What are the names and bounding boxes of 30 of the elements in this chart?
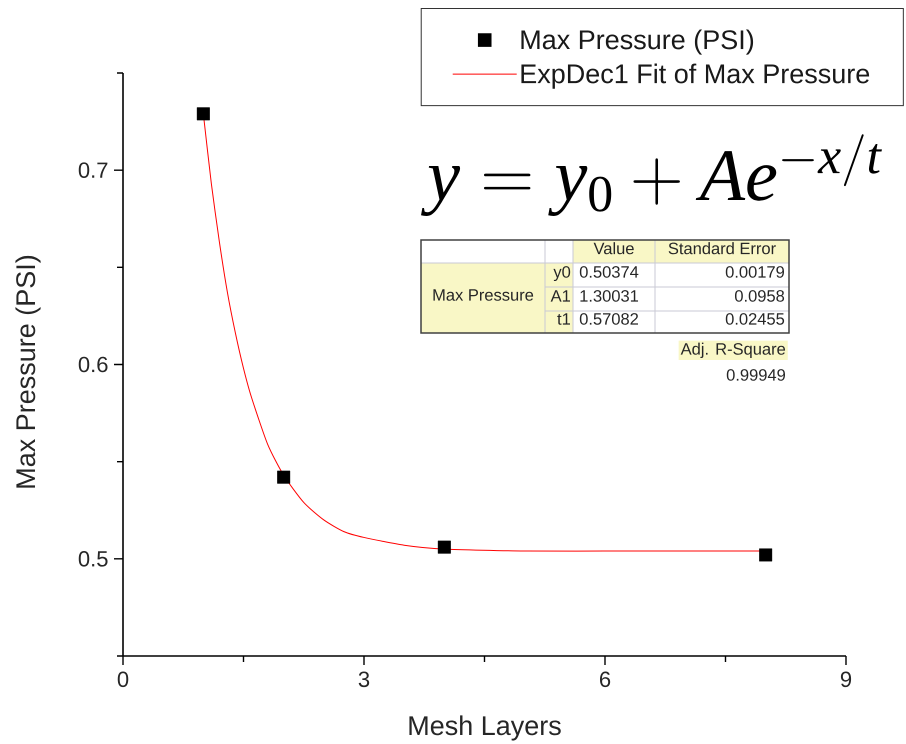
annotation: 0.50374 — [580, 266, 638, 278]
legend-label: Max Pressure (PSI) — [521, 29, 754, 55]
x-tick-label: 0 — [118, 672, 128, 688]
y-tick-label: 0.6 — [78, 356, 108, 372]
x-tick-label: 9 — [840, 672, 852, 688]
point — [277, 470, 290, 484]
x-tick-label: 3 — [358, 672, 370, 688]
annotation: 0.57082 — [580, 313, 638, 325]
y-tick-label: 0.7 — [78, 162, 108, 178]
annotation: A1 — [550, 290, 570, 302]
point — [759, 548, 772, 562]
annotation: 0.0958 — [734, 290, 784, 302]
annotation: y0 — [553, 266, 570, 282]
annotation: $y = y_0 + Ae^{-x/t}$ — [421, 134, 882, 216]
x-tick-label: 6 — [600, 672, 610, 688]
annotation: 0.00179 — [726, 266, 784, 278]
annotation: Value — [594, 242, 634, 254]
annotation: Adj. R-Square — [680, 342, 786, 358]
annotation: Max Pressure — [433, 289, 534, 301]
annotation: 0.99949 — [726, 369, 786, 381]
y-tick-label: 0.5 — [78, 551, 108, 567]
y-axis-title: Max Pressure (PSI) — [15, 256, 41, 488]
annotation: 1.30031 — [580, 290, 638, 302]
point — [438, 540, 451, 554]
legend-label: ExpDec1 Fit of Max Pressure — [521, 64, 870, 89]
annotation: 0.02455 — [726, 313, 784, 325]
x-axis-title: Mesh Layers — [409, 715, 561, 741]
point — [196, 107, 210, 120]
annotation: t1 — [557, 313, 570, 325]
annotation: Standard Error — [668, 242, 776, 254]
